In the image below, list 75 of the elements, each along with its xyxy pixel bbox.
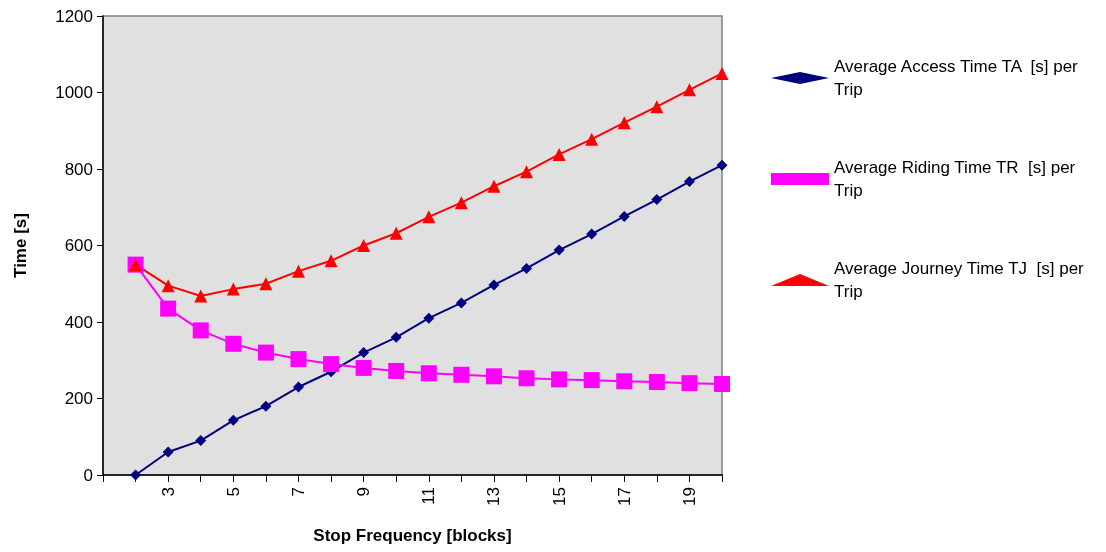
point <box>715 66 729 80</box>
point <box>323 356 340 373</box>
legend-label: Average Riding Time TR [s] per Trip <box>834 158 1080 200</box>
point <box>420 365 437 382</box>
point <box>583 372 600 389</box>
point <box>586 228 598 240</box>
y-axis-title: Time [s] <box>11 213 30 278</box>
point <box>650 100 664 114</box>
point <box>683 176 695 188</box>
point <box>260 400 272 412</box>
point <box>551 371 568 388</box>
y-tick-label: 600 <box>64 236 93 255</box>
point <box>714 375 730 392</box>
point <box>682 83 696 97</box>
y-tick-label: 1000 <box>55 83 93 102</box>
y-tick-label: 1200 <box>55 6 93 26</box>
point <box>388 362 405 379</box>
point <box>291 264 305 278</box>
point <box>453 366 470 383</box>
point <box>521 262 533 274</box>
y-tick-label: 200 <box>64 389 93 408</box>
point <box>389 226 403 240</box>
point <box>357 239 371 252</box>
x-tick-label: 15 <box>549 487 569 506</box>
x-tick-label: 19 <box>679 487 699 506</box>
point <box>290 351 307 368</box>
point <box>617 116 631 130</box>
y-tick-label: 800 <box>64 159 93 179</box>
point <box>422 210 436 224</box>
point <box>487 179 501 193</box>
point <box>192 322 209 339</box>
point <box>160 300 177 317</box>
y-tick-label: 400 <box>64 312 93 332</box>
point <box>518 370 535 387</box>
x-tick-label: 17 <box>614 487 634 506</box>
point <box>225 335 242 352</box>
x-axis-title: Stop Frequency [blocks] <box>313 526 512 545</box>
point <box>552 147 566 161</box>
point <box>226 282 240 296</box>
point <box>488 279 500 291</box>
point <box>651 194 663 206</box>
point <box>585 132 599 146</box>
y-tick-label: 0 <box>83 465 93 485</box>
point <box>324 254 338 268</box>
point <box>195 435 207 447</box>
point <box>454 196 468 210</box>
point <box>716 159 728 171</box>
legend-label: Average Access Time TA [s] per Trip <box>834 57 1083 99</box>
point <box>553 244 565 256</box>
x-tick-label: 11 <box>419 487 439 505</box>
x-tick-label: 3 <box>158 487 178 497</box>
x-tick-label: 9 <box>354 487 374 497</box>
point <box>616 373 633 390</box>
point <box>423 312 435 324</box>
x-tick-label: 7 <box>288 487 308 497</box>
point <box>257 344 274 361</box>
point <box>390 331 402 343</box>
point <box>194 289 208 303</box>
point <box>455 297 467 309</box>
x-tick-label: 13 <box>484 487 504 506</box>
point <box>259 277 273 291</box>
point <box>520 165 534 179</box>
point <box>648 374 665 391</box>
point <box>161 279 175 293</box>
point <box>485 368 502 385</box>
point <box>162 446 174 458</box>
x-tick-label: 5 <box>223 487 243 497</box>
point <box>227 414 239 426</box>
point <box>292 381 304 393</box>
point <box>130 469 142 481</box>
point <box>618 210 630 222</box>
point <box>358 347 370 359</box>
point <box>355 359 372 376</box>
legend-label: Average Journey Time TJ [s] per Trip <box>834 259 1089 301</box>
point <box>681 375 698 392</box>
